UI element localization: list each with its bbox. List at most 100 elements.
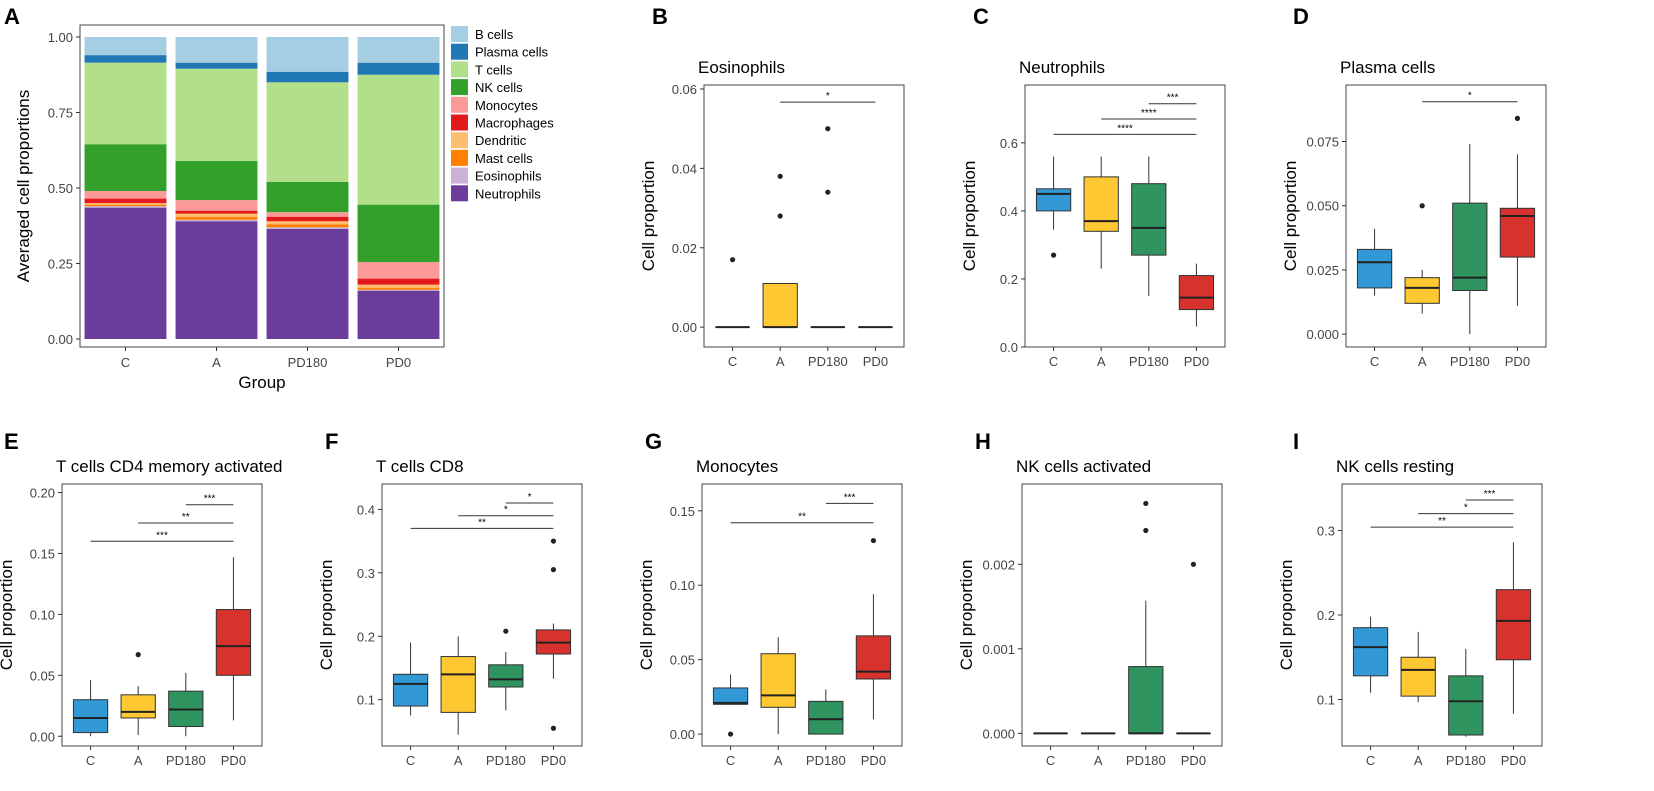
box-PD180: [168, 672, 204, 737]
outlier-point: [777, 173, 783, 179]
box-A: [440, 636, 476, 735]
outlier-point: [1190, 561, 1197, 567]
box-PD0: [535, 538, 572, 731]
panel-title: NK cells activated: [1016, 457, 1151, 476]
legend-swatch-nk-cells: [451, 79, 468, 96]
box-C: [1035, 156, 1072, 258]
plot-frame: [1021, 483, 1223, 747]
box-PD0: [1499, 115, 1536, 306]
x-tick-label: A: [1097, 354, 1106, 369]
y-tick-label: 0.3: [1317, 523, 1335, 538]
x-tick-label: PD180: [1450, 354, 1490, 369]
bar-segment-PD0-t-cells: [357, 74, 440, 205]
y-tick-label: 0.050: [1306, 199, 1339, 214]
x-tick-label: PD180: [1129, 354, 1169, 369]
box-body: [215, 609, 252, 676]
bar-segment-PD180-eosinophils: [266, 227, 349, 229]
y-axis-title: Cell proportion: [639, 161, 658, 272]
bar-segment-PD0-plasma-cells: [357, 62, 440, 75]
box-PD0: [1176, 561, 1211, 735]
bar-segment-C-t-cells: [84, 62, 167, 145]
y-tick-label: 1.00: [48, 30, 73, 45]
panel-title: T cells CD4 memory activated: [56, 457, 282, 476]
box-body: [1356, 248, 1393, 289]
bar-segment-PD180-monocytes: [266, 212, 349, 217]
box-body: [1128, 666, 1164, 734]
panel-title: Plasma cells: [1340, 58, 1435, 77]
box-body: [392, 673, 429, 707]
y-tick-label: 0.25: [48, 257, 73, 272]
x-tick-label: A: [212, 355, 221, 370]
outlier-point: [1050, 252, 1057, 258]
x-tick-label: PD0: [1184, 354, 1209, 369]
bar-segment-PD0-nk-cells: [357, 204, 440, 262]
bar-segment-PD180-plasma-cells: [266, 71, 349, 83]
significance-label: *: [1468, 91, 1472, 102]
x-tick-label: C: [728, 354, 737, 369]
legend-swatch-t-cells: [451, 61, 468, 78]
bar-segment-PD0-monocytes: [357, 261, 440, 279]
box-PD180: [1128, 500, 1164, 735]
legend: B cells Plasma cells T cells NK cells Monocy…: [451, 26, 554, 202]
legend-swatch-b-cells: [451, 26, 468, 42]
outlier-point: [825, 189, 831, 195]
significance-label: ***: [844, 492, 856, 503]
bar-segment-C-b-cells: [84, 37, 167, 56]
legend-label-plasma-cells: Plasma cells: [475, 45, 548, 60]
x-tick-label: C: [121, 355, 130, 370]
legend-label-neutrophils: Neutrophils: [475, 186, 541, 201]
box-PD180: [1452, 144, 1488, 335]
bar-segment-PD180-mast-cells: [266, 224, 349, 228]
x-tick-label: A: [454, 753, 463, 768]
significance-label: **: [1438, 516, 1446, 527]
boxplot-cd8: T cells CD8 Cell proportion 0.1 0.2 0.3 0.4 C A…: [317, 457, 583, 768]
bar-segment-A-plasma-cells: [175, 62, 258, 69]
boxplot-nkr: NK cells resting Cell proportion 0.1 0.2 0.3…: [1277, 457, 1543, 768]
bar-segment-C-mast-cells: [84, 204, 167, 207]
y-tick-label: 0.2: [357, 629, 375, 644]
x-tick-label: C: [1366, 753, 1375, 768]
panel-letter-nka: H: [975, 429, 991, 454]
box-body: [1495, 589, 1532, 661]
plot-frame: [703, 84, 905, 348]
significance-label: *: [826, 91, 830, 102]
plot-frame: [701, 483, 903, 747]
panel-letter-cd4: E: [4, 429, 19, 454]
y-axis-title: Cell proportion: [960, 161, 979, 272]
boxplot-nka: NK cells activated Cell proportion 0.000 0.…: [957, 457, 1223, 768]
box-A: [760, 637, 796, 735]
outlier-point: [503, 628, 509, 634]
y-tick-label: 0.00: [672, 320, 697, 335]
bar-segment-C-neutrophils: [84, 207, 167, 339]
bar-segment-C-nk-cells: [84, 144, 167, 192]
y-tick-label: 0.05: [670, 653, 695, 668]
box-PD0: [215, 557, 252, 721]
legend-swatch-dendritic: [451, 132, 468, 149]
box-C: [72, 680, 109, 737]
significance-label: ***: [204, 494, 216, 505]
x-tick-label: PD180: [288, 355, 328, 370]
outlier-point: [1514, 115, 1521, 121]
panel-letter-nkr: I: [1293, 429, 1299, 454]
bar-segment-C-macrophages: [84, 198, 167, 204]
legend-swatch-mast-cells: [451, 149, 468, 166]
bar-segment-PD180-t-cells: [266, 82, 349, 182]
significance-label: *: [528, 492, 532, 503]
bar-segment-A-neutrophils: [175, 221, 258, 339]
box-body: [1178, 275, 1215, 311]
bar-segment-PD0-b-cells: [357, 37, 440, 63]
y-tick-label: 0.001: [982, 642, 1015, 657]
panel-title: Monocytes: [696, 457, 778, 476]
x-tick-label: C: [726, 753, 735, 768]
panel-title: Neutrophils: [1019, 58, 1105, 77]
legend-swatch-macrophages: [451, 114, 468, 131]
box-body: [1404, 277, 1440, 304]
y-tick-label: 0.000: [1306, 327, 1339, 342]
bar-segment-A-macrophages: [175, 210, 258, 214]
legend-label-t-cells: T cells: [475, 62, 513, 77]
bar-segment-PD0-macrophages: [357, 278, 440, 285]
boxplot-neu: Neutrophils Cell proportion 0.0 0.2 0.4 0.6 C A…: [960, 58, 1226, 369]
bar-segment-PD180-dendritic: [266, 221, 349, 225]
x-tick-label: PD0: [863, 354, 888, 369]
